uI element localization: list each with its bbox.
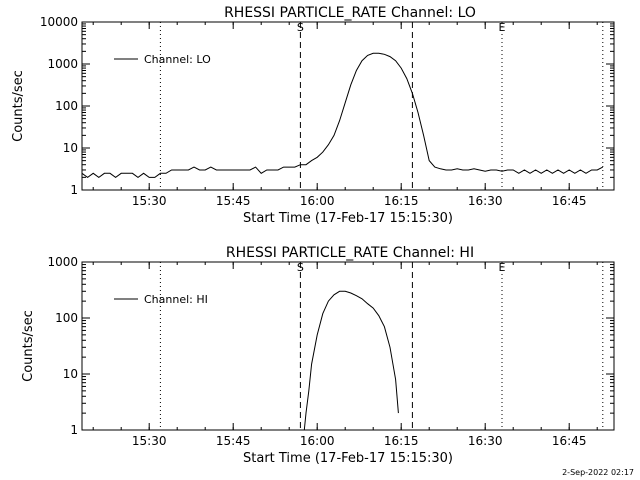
x-tick-label: 15:45: [216, 194, 251, 208]
chart-title: RHESSI PARTICLE_RATE Channel: LO: [224, 5, 476, 21]
chart-lo-channel: RHESSI PARTICLE_RATE Channel: LO 15:30 15…: [11, 5, 615, 226]
y-tick-label: 10: [63, 141, 78, 155]
series-line-0: [81, 52, 604, 179]
y-tick-label: 10000: [40, 15, 78, 29]
x-tick-label: 15:45: [216, 434, 251, 448]
x-tick-label: 16:30: [468, 194, 503, 208]
y-tick-label: 10: [63, 367, 78, 381]
legend-entry: Channel: HI: [144, 293, 208, 306]
x-axis-label: Start Time (17-Feb-17 15:15:30): [243, 451, 453, 466]
x-tick-label: 16:15: [384, 194, 419, 208]
y-tick-label: 100: [55, 311, 78, 325]
y-axis-label: Counts/sec: [21, 310, 36, 382]
x-axis-label: Start Time (17-Feb-17 15:15:30): [243, 211, 453, 226]
x-tick-label: 16:00: [300, 434, 335, 448]
x-tick-label: 16:00: [300, 194, 335, 208]
plot-frame: [81, 261, 615, 431]
x-tick-label: 16:15: [384, 434, 419, 448]
legend-entry: Channel: LO: [144, 53, 211, 66]
marker-label: E: [499, 261, 506, 274]
x-tick-label: 15:30: [132, 194, 167, 208]
y-axis-label: Counts/sec: [11, 70, 26, 142]
y-tick-label: 100: [55, 99, 78, 113]
chart-title: RHESSI PARTICLE_RATE Channel: HI: [226, 245, 474, 261]
y-tick-label: 1: [70, 183, 78, 197]
y-tick-label: 1000: [47, 255, 78, 269]
marker-label: S: [297, 261, 304, 274]
plot-frame: [81, 21, 615, 191]
x-tick-label: 15:30: [132, 434, 167, 448]
date-stamp: 2-Sep-2022 02:17: [562, 468, 634, 477]
y-tick-label: 1000: [47, 57, 78, 71]
x-tick-label: 16:45: [552, 434, 587, 448]
x-tick-label: 16:45: [552, 194, 587, 208]
marker-label: E: [499, 21, 506, 34]
y-tick-label: 1: [70, 423, 78, 437]
marker-label: S: [297, 21, 304, 34]
x-tick-label: 16:30: [468, 434, 503, 448]
series-line-0: [303, 290, 399, 431]
chart-hi-channel: RHESSI PARTICLE_RATE Channel: HI 15:30 15…: [21, 245, 615, 466]
